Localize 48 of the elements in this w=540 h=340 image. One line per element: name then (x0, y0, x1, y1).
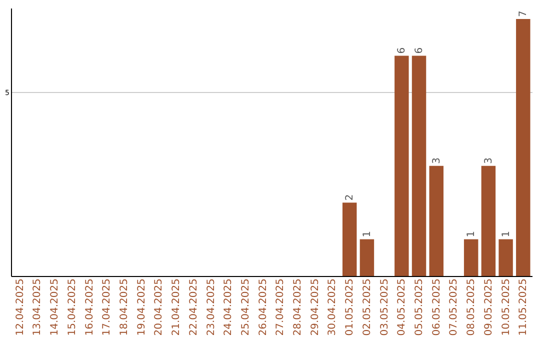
x-tick-label: 09.05.2025 (483, 278, 494, 336)
x-tick-label: 03.05.2025 (379, 278, 390, 336)
bar (498, 239, 513, 276)
x-tick-label: 29.04.2025 (310, 278, 321, 336)
data-label: 7 (518, 10, 530, 18)
x-tick-label: 19.04.2025 (136, 278, 148, 336)
x-tick-label: 02.05.2025 (362, 278, 373, 336)
x-tick-label: 05.05.2025 (414, 278, 426, 336)
data-label: 1 (500, 230, 512, 238)
bar (412, 56, 426, 276)
bar (516, 19, 530, 276)
x-tick-label: 11.05.2025 (518, 278, 530, 336)
x-tick-label: 06.05.2025 (431, 278, 442, 336)
x-tick-label: 24.04.2025 (223, 278, 234, 336)
data-label: 1 (362, 230, 373, 238)
x-tick-label: 27.04.2025 (275, 278, 286, 336)
x-tick-label: 04.05.2025 (396, 278, 408, 336)
x-tick-label: 23.04.2025 (206, 278, 217, 336)
x-tick-label: 10.05.2025 (500, 278, 512, 336)
x-tick-label: 20.04.2025 (154, 278, 165, 336)
data-label: 6 (396, 47, 408, 54)
x-tick-label: 15.04.2025 (66, 278, 78, 336)
bar (464, 239, 478, 276)
x-tick-label: 25.04.2025 (240, 278, 252, 336)
data-label: 3 (483, 157, 494, 164)
bar (394, 56, 409, 276)
data-label: 2 (344, 194, 356, 201)
bar (481, 166, 496, 276)
data-label: 3 (431, 157, 442, 164)
x-tick-label: 16.04.2025 (84, 278, 96, 336)
x-tick-label: 07.05.2025 (448, 278, 460, 336)
x-tick-label: 12.04.2025 (14, 278, 26, 336)
x-tick-label: 22.04.2025 (188, 278, 200, 336)
bar (342, 202, 357, 276)
x-tick-label: 28.04.2025 (292, 278, 304, 336)
x-tick-label: 26.04.2025 (258, 278, 269, 336)
data-label: 1 (466, 230, 478, 238)
x-tick-label: 21.04.2025 (171, 278, 182, 336)
bar (360, 239, 374, 276)
x-tick-label: 14.04.2025 (50, 278, 61, 336)
x-tick-label: 18.04.2025 (118, 278, 130, 336)
x-tick-label: 01.05.2025 (344, 278, 356, 336)
x-tick-label: 30.04.2025 (327, 278, 338, 336)
bar (429, 166, 444, 276)
x-tick-label: 08.05.2025 (466, 278, 478, 336)
data-label: 6 (414, 47, 426, 54)
x-tick-label: 17.04.2025 (102, 278, 113, 336)
x-tick-label: 13.04.2025 (32, 278, 44, 336)
